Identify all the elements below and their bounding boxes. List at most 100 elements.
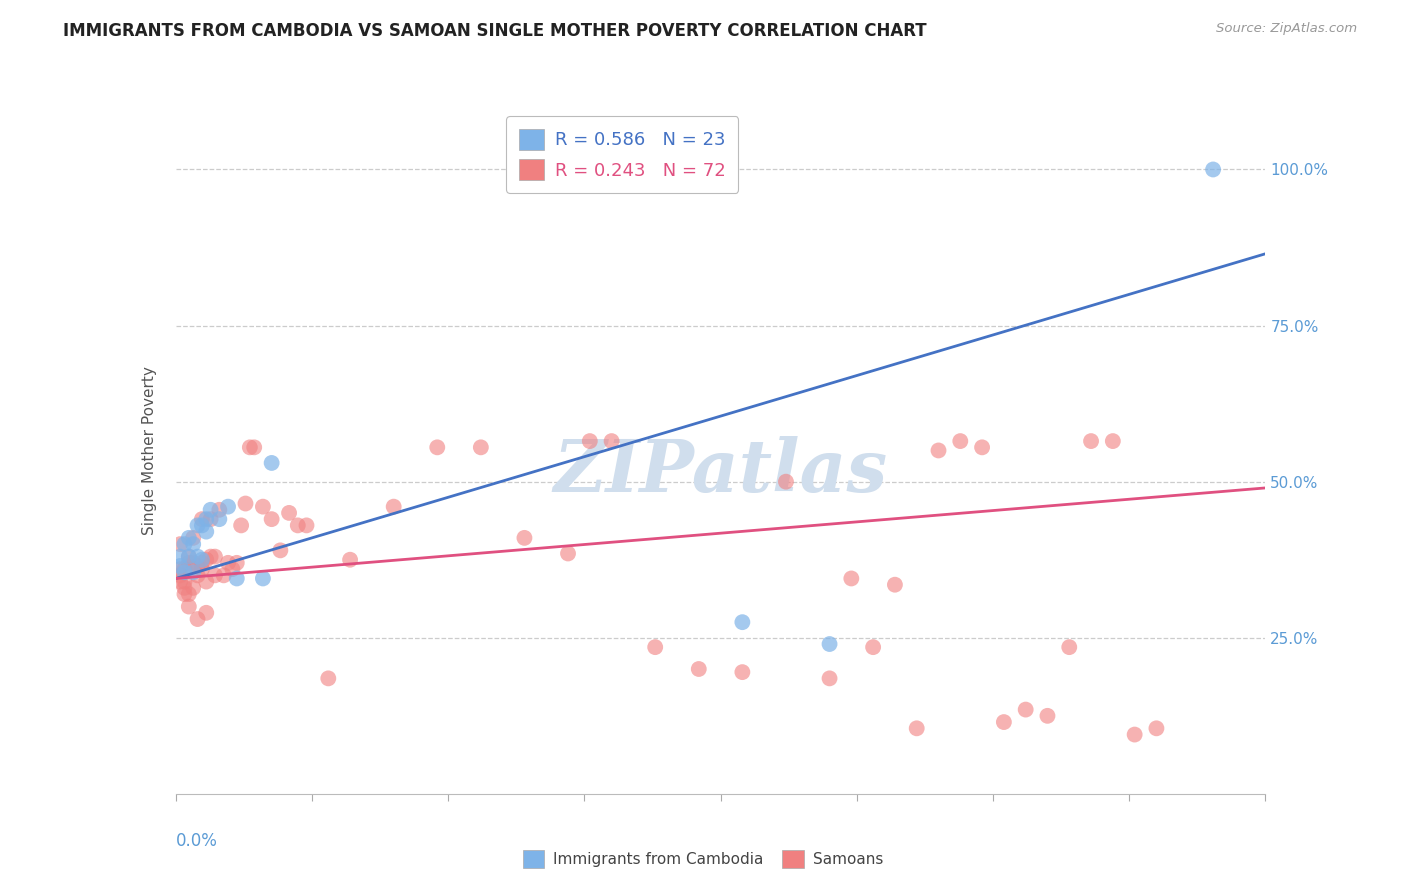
Point — [169, 562, 191, 576]
Point — [195, 606, 218, 620]
Point — [195, 574, 218, 589]
Point — [235, 496, 257, 510]
Point — [970, 440, 993, 454]
Text: 0.0%: 0.0% — [176, 831, 218, 850]
Point — [181, 531, 204, 545]
Point — [221, 562, 243, 576]
Point — [169, 568, 191, 582]
Point — [231, 518, 253, 533]
Point — [177, 599, 200, 614]
Point — [600, 434, 623, 449]
Point — [239, 440, 262, 454]
Point — [1015, 703, 1038, 717]
Text: IMMIGRANTS FROM CAMBODIA VS SAMOAN SINGLE MOTHER POVERTY CORRELATION CHART: IMMIGRANTS FROM CAMBODIA VS SAMOAN SINGL… — [63, 22, 927, 40]
Point — [181, 537, 204, 551]
Point — [195, 512, 218, 526]
Point — [513, 531, 536, 545]
Point — [731, 665, 754, 680]
Point — [195, 524, 218, 539]
Point — [177, 587, 200, 601]
Point — [470, 440, 492, 454]
Point — [200, 512, 222, 526]
Point — [1123, 728, 1146, 742]
Point — [195, 552, 218, 567]
Point — [208, 512, 231, 526]
Text: ZIPatlas: ZIPatlas — [554, 435, 887, 507]
Point — [169, 537, 191, 551]
Point — [1202, 162, 1225, 177]
Point — [862, 640, 884, 655]
Point — [287, 518, 309, 533]
Point — [212, 568, 235, 582]
Point — [191, 562, 214, 576]
Point — [177, 556, 200, 570]
Point — [217, 556, 239, 570]
Point — [191, 518, 214, 533]
Point — [1144, 721, 1167, 735]
Text: Source: ZipAtlas.com: Source: ZipAtlas.com — [1216, 22, 1357, 36]
Point — [204, 568, 226, 582]
Point — [191, 556, 214, 570]
Legend: Immigrants from Cambodia, Samoans: Immigrants from Cambodia, Samoans — [517, 844, 889, 873]
Point — [186, 558, 209, 574]
Point — [173, 581, 195, 595]
Point — [177, 549, 200, 564]
Point — [579, 434, 602, 449]
Point — [169, 549, 191, 564]
Point — [181, 556, 204, 570]
Point — [225, 572, 247, 586]
Point — [818, 637, 841, 651]
Point — [731, 615, 754, 630]
Point — [186, 518, 209, 533]
Point — [200, 549, 222, 564]
Point — [243, 440, 266, 454]
Point — [260, 456, 283, 470]
Point — [278, 506, 301, 520]
Point — [186, 549, 209, 564]
Point — [252, 500, 274, 514]
Point — [252, 572, 274, 586]
Point — [191, 552, 214, 567]
Point — [426, 440, 449, 454]
Point — [177, 549, 200, 564]
Point — [173, 587, 195, 601]
Point — [204, 549, 226, 564]
Point — [928, 443, 950, 458]
Point — [949, 434, 972, 449]
Point — [557, 546, 579, 561]
Point — [295, 518, 318, 533]
Point — [208, 503, 231, 517]
Point — [186, 612, 209, 626]
Point — [688, 662, 710, 676]
Point — [382, 500, 405, 514]
Point — [1036, 708, 1059, 723]
Point — [818, 671, 841, 685]
Point — [905, 721, 928, 735]
Point — [173, 574, 195, 589]
Point — [169, 574, 191, 589]
Point — [181, 566, 204, 580]
Point — [339, 552, 361, 567]
Legend: R = 0.586   N = 23, R = 0.243   N = 72: R = 0.586 N = 23, R = 0.243 N = 72 — [506, 116, 738, 193]
Point — [173, 562, 195, 576]
Point — [200, 503, 222, 517]
Point — [1080, 434, 1102, 449]
Point — [318, 671, 340, 685]
Point — [173, 537, 195, 551]
Point — [260, 512, 283, 526]
Point — [884, 578, 907, 592]
Point — [225, 556, 247, 570]
Point — [1057, 640, 1080, 655]
Point — [191, 512, 214, 526]
Point — [841, 572, 863, 586]
Point — [186, 568, 209, 582]
Y-axis label: Single Mother Poverty: Single Mother Poverty — [142, 366, 157, 535]
Point — [993, 715, 1015, 730]
Point — [644, 640, 666, 655]
Point — [269, 543, 291, 558]
Point — [181, 581, 204, 595]
Point — [169, 558, 191, 574]
Point — [217, 500, 239, 514]
Point — [177, 531, 200, 545]
Point — [775, 475, 797, 489]
